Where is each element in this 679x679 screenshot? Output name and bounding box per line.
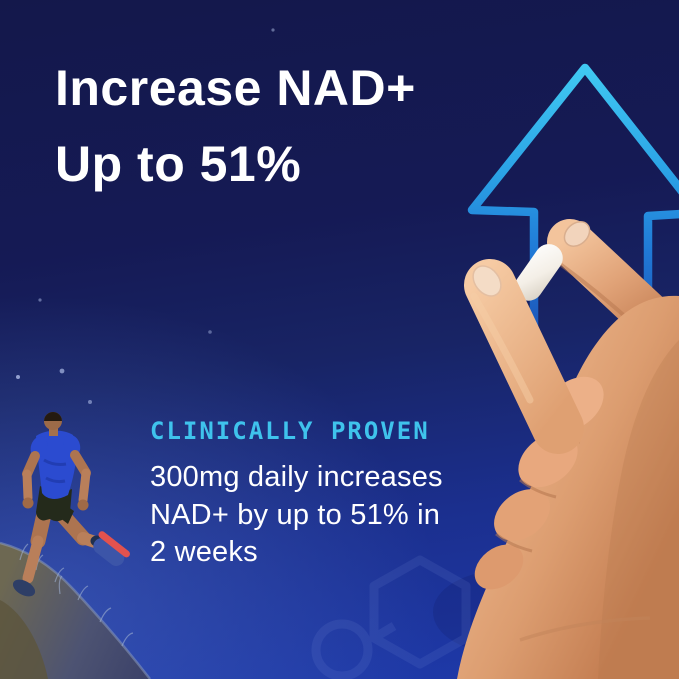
- claim-body-line-3: 2 weeks: [150, 536, 258, 568]
- trail-runner-photo: [0, 412, 151, 679]
- headline: Increase NAD+ Up to 51%: [55, 50, 416, 202]
- white-capsule: [514, 244, 563, 301]
- claim-body: 300mg daily increases NAD+ by up to 51% …: [150, 459, 443, 572]
- headline-line-1: Increase NAD+: [55, 60, 416, 116]
- index-fingernail: [563, 221, 591, 247]
- hand-holding-capsule-photo: [457, 219, 679, 679]
- up-arrow-outline-icon: [467, 63, 679, 370]
- front-shoe: [12, 579, 36, 597]
- claim-body-line-1: 300mg daily increases: [150, 461, 443, 493]
- thumbnail: [472, 265, 502, 297]
- rear-shoe: [93, 531, 130, 566]
- claim-eyebrow: CLINICALLY PROVEN: [150, 417, 430, 445]
- grass-wisps: [19, 543, 134, 647]
- headline-line-2: Up to 51%: [55, 136, 302, 192]
- claim-block: CLINICALLY PROVEN 300mg daily increases …: [150, 416, 443, 572]
- runner: [12, 412, 130, 597]
- claim-body-line-2: NAD+ by up to 51% in: [150, 498, 441, 531]
- particle-dots: [16, 28, 275, 404]
